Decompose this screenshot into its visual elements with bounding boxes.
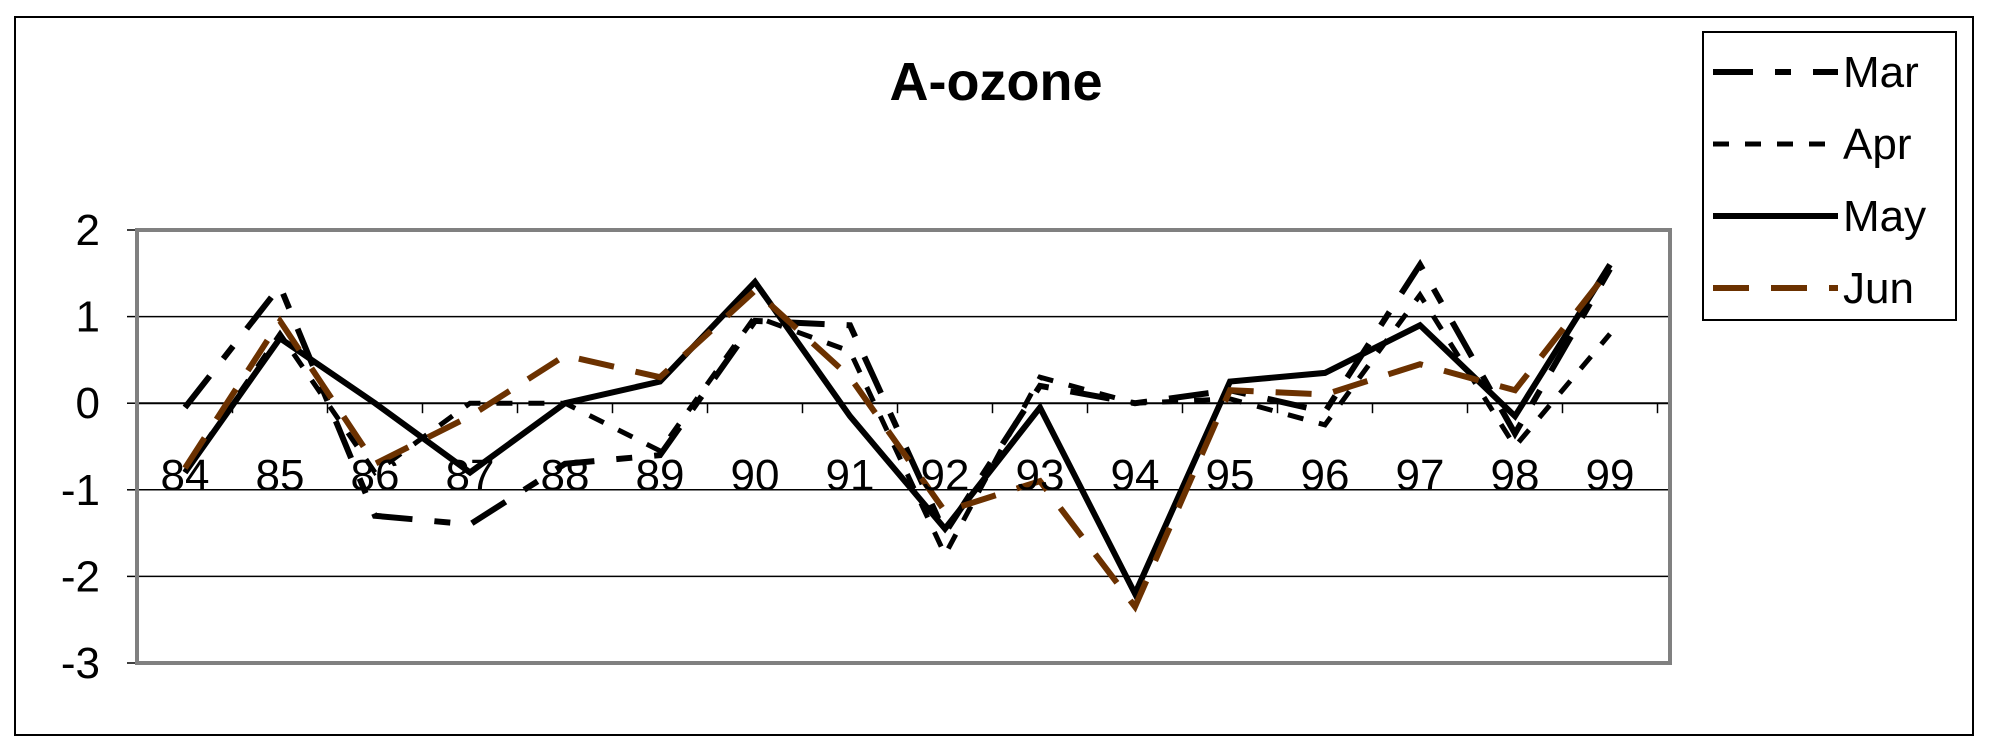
x-tick-label: 92: [921, 451, 970, 500]
chart-area: [14, 16, 1974, 736]
y-tick-label: 2: [76, 206, 100, 255]
legend-label-may: May: [1843, 192, 1926, 241]
y-tick-label: 1: [76, 293, 100, 342]
x-tick-label: 91: [826, 451, 875, 500]
y-tick-label: -1: [61, 466, 100, 515]
y-tick-label: 0: [76, 379, 100, 428]
series-line-may: [182, 263, 1613, 601]
series-lines: [182, 258, 1613, 613]
x-tick-label: 85: [256, 451, 305, 500]
axes: 2 1 0 -1 -2 -3: [61, 206, 1659, 688]
legend: Mar Apr May Jun: [1702, 31, 1957, 321]
x-tick-label: 97: [1396, 451, 1445, 500]
x-tick-label: 88: [541, 451, 590, 500]
chart-title: A-ozone: [890, 52, 1103, 112]
x-tick-label: 99: [1586, 451, 1635, 500]
x-tick-labels: 84 85 86 87 88 89 90 91 92 93 94 95 96 97 98 99: [161, 451, 1635, 500]
x-tick-label: 93: [1016, 451, 1065, 500]
x-tick-label: 86: [351, 451, 400, 500]
x-tick-label: 84: [161, 451, 210, 500]
y-tick-label: -2: [61, 552, 100, 601]
legend-label-jun: Jun: [1843, 264, 1914, 313]
x-tick-label: 87: [446, 451, 495, 500]
series-line-jun: [182, 267, 1613, 613]
legend-box: [1702, 31, 1957, 321]
x-tick-label: 90: [731, 451, 780, 500]
x-tick-label: 89: [636, 451, 685, 500]
legend-label-apr: Apr: [1843, 120, 1911, 169]
y-tick-label: -3: [61, 639, 100, 688]
plot-area: [135, 228, 1672, 665]
x-tick-label: 98: [1491, 451, 1540, 500]
x-tick-label: 96: [1301, 451, 1350, 500]
x-tick-label: 94: [1111, 451, 1160, 500]
gridlines: [137, 315, 1670, 578]
x-tick-label: 95: [1206, 451, 1255, 500]
legend-label-mar: Mar: [1843, 48, 1919, 97]
